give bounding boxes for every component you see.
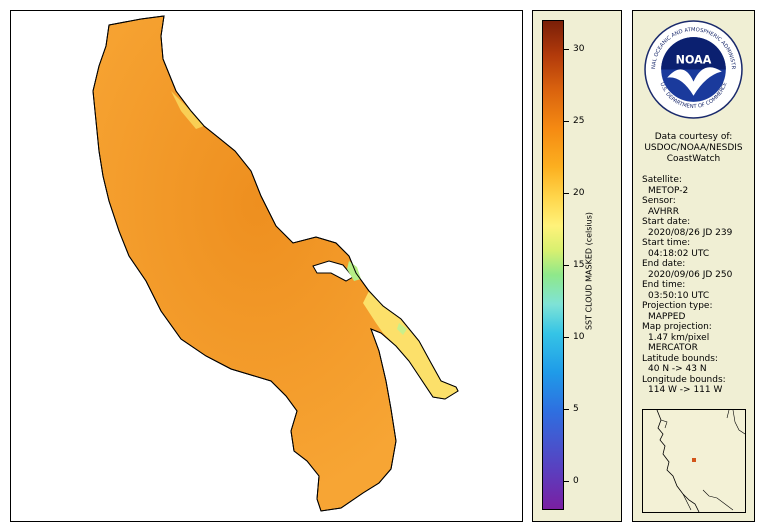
noaa-logo-text: NOAA [676, 53, 712, 66]
projection-type-value: MAPPED [648, 312, 686, 322]
start-time-value: 04:18:02 UTC [648, 249, 710, 259]
inset-coastline [656, 410, 745, 512]
colorbar-tick-label-30: 30 [573, 44, 585, 54]
colorbar-tick-10 [564, 337, 569, 338]
lake-outline [92, 15, 459, 512]
colorbar-tick-5 [564, 409, 569, 410]
shore-green-patch [347, 261, 361, 281]
colorbar-tick-0 [564, 481, 569, 482]
start-date-label: Start date: [642, 217, 691, 227]
location-marker [692, 458, 696, 462]
colorbar-tick-label-15: 15 [573, 260, 585, 270]
info-panel: NOAA NATIONAL OCEANIC AND ATMOSPHERIC AD… [632, 10, 755, 522]
end-date-value: 2020/09/06 JD 250 [648, 270, 733, 280]
courtesy-line-2: USDOC/NOAA/NESDIS [644, 143, 743, 153]
colorbar-title: SST CLOUD MASKED (celsius) [584, 211, 594, 331]
courtesy-line-1: Data courtesy of: [654, 132, 733, 142]
latitude-bounds-value: 40 N -> 43 N [648, 364, 707, 374]
colorbar [542, 20, 564, 510]
end-time-value: 03:50:10 UTC [648, 291, 710, 301]
map-panel[interactable] [10, 10, 523, 522]
satellite-label: Satellite: [642, 175, 682, 185]
antelope-island-gap [312, 260, 354, 282]
projection-type-label: Projection type: [642, 301, 713, 311]
longitude-bounds-label: Longitude bounds: [642, 375, 726, 385]
end-date-label: End date: [642, 259, 686, 269]
start-date-value: 2020/08/26 JD 239 [648, 228, 733, 238]
noaa-logo: NOAA NATIONAL OCEANIC AND ATMOSPHERIC AD… [643, 19, 743, 119]
colorbar-tick-20 [564, 193, 569, 194]
lake-body [92, 15, 459, 512]
colorbar-tick-label-5: 5 [573, 404, 579, 414]
map-projection-value-2: MERCATOR [648, 343, 698, 353]
colorbar-panel: 30 25 20 15 10 5 0 SST CLOUD MASKED (celsius) [532, 10, 622, 522]
courtesy-line-3: CoastWatch [666, 154, 721, 164]
end-time-label: End time: [642, 280, 686, 290]
map-projection-value-1: 1.47 km/pixel [648, 333, 710, 343]
location-inset-map [642, 409, 746, 513]
colorbar-tick-15 [564, 265, 569, 266]
lake-map [92, 15, 459, 512]
colorbar-tick-30 [564, 49, 569, 50]
colorbar-tick-label-0: 0 [573, 476, 579, 486]
sensor-label: Sensor: [642, 196, 676, 206]
shore-light-east [363, 291, 458, 399]
start-time-label: Start time: [642, 238, 691, 248]
shore-green-patch-2 [397, 323, 407, 335]
colorbar-tick-label-20: 20 [573, 188, 585, 198]
latitude-bounds-label: Latitude bounds: [642, 354, 718, 364]
satellite-value: METOP-2 [648, 186, 689, 196]
map-projection-label: Map projection: [642, 322, 712, 332]
sensor-value: AVHRR [648, 207, 680, 217]
colorbar-tick-label-25: 25 [573, 116, 585, 126]
shore-light-north [171, 91, 204, 129]
colorbar-tick-label-10: 10 [573, 332, 585, 342]
colorbar-tick-25 [564, 121, 569, 122]
longitude-bounds-value: 114 W -> 111 W [648, 385, 723, 395]
